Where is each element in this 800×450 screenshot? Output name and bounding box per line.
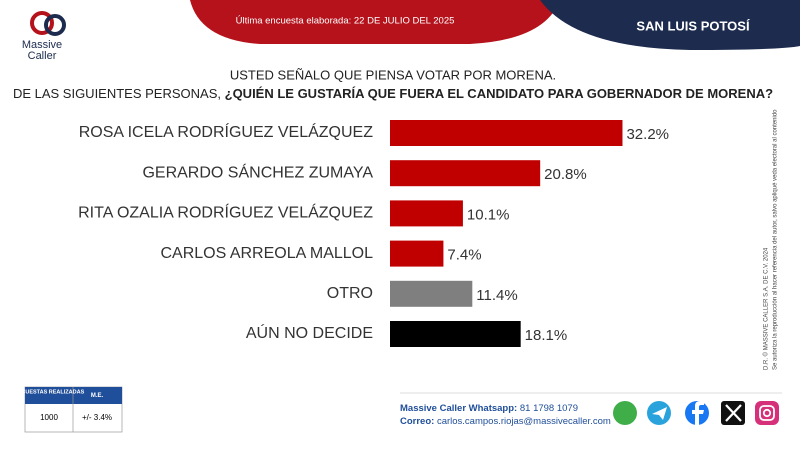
value-label: 18.1% [525,327,568,344]
category-label: GERARDO SÁNCHEZ ZUMAYA [142,162,373,181]
survey-table: ENCUESTAS REALIZADAS M.E. 1000 +/- 3.4% [14,386,123,433]
table-cell: 1000 [40,413,58,422]
instagram-icon[interactable] [755,401,779,425]
whatsapp-label: Massive Caller Whatsapp: [400,403,517,414]
chart-title: USTED SEÑALO QUE PIENSA VOTAR POR MORENA… [230,67,556,82]
value-label: 32.2% [626,126,669,143]
brand: Massive [22,39,62,51]
bar [390,160,541,187]
value-label: 10.1% [467,206,510,223]
category-label: RITA OZALIA RODRÍGUEZ VELÁZQUEZ [78,203,373,222]
table-header: ENCUESTAS REALIZADAS [14,390,85,396]
table-cell: +/- 3.4% [82,413,112,422]
header-banner [190,0,560,44]
bar [390,120,623,146]
side-note-line: D.R. © MASSIVE CALLER S.A. DE C.V. 2024 [763,247,770,370]
bar [390,280,473,307]
region: SAN LUIS POTOSÍ [636,18,750,33]
whatsapp-number: 81 1798 1079 [520,403,578,414]
bars: ROSA ICELA RODRÍGUEZ VELÁZQUEZ 32.2% GERAR… [78,120,669,347]
category-label: OTRO [327,285,373,302]
email: Correo: carlos.campos.riojas@massivecall… [400,416,611,427]
logo [30,11,66,36]
chart-subtitle: DE LAS SIGUIENTES PERSONAS, ¿QUIÉN LE GU… [13,86,773,101]
region-banner [540,0,800,50]
side-note-line: Se autoriza la reproducción al hacer ref… [773,109,779,370]
bar [390,240,444,267]
table-header-word: ENCUESTAS REALIZADAS [14,390,85,396]
category-label: ROSA ICELA RODRÍGUEZ VELÁZQUEZ [79,122,374,141]
side-note: D.R. © MASSIVE CALLER S.A. DE C.V. 2024 … [763,109,779,370]
whatsapp-icon[interactable] [613,401,637,425]
whatsapp: Massive Caller Whatsapp: 81 1798 1079 [400,403,578,414]
table-header: M.E. [91,393,104,399]
bar [390,200,463,227]
subtitle-part: ¿QUIÉN LE GUSTARÍA QUE FUERA EL CANDIDAT… [225,86,773,101]
email-address: carlos.campos.riojas@massivecaller.com [437,416,611,427]
social-icons [613,401,779,425]
subtitle-part: DE LAS SIGUIENTES PERSONAS, [13,86,221,101]
bar [390,321,521,347]
value-label: 11.4% [476,287,517,304]
last-survey: Última encuesta elaborada: 22 DE JULIO D… [236,16,455,27]
value-label: 20.8% [544,166,587,183]
brand: Caller [28,50,57,62]
category-label: AÚN NO DECIDE [246,323,373,342]
value-label: 7.4% [447,247,481,264]
category-label: CARLOS ARREOLA MALLOL [160,245,373,262]
email-label: Correo: [400,416,434,427]
